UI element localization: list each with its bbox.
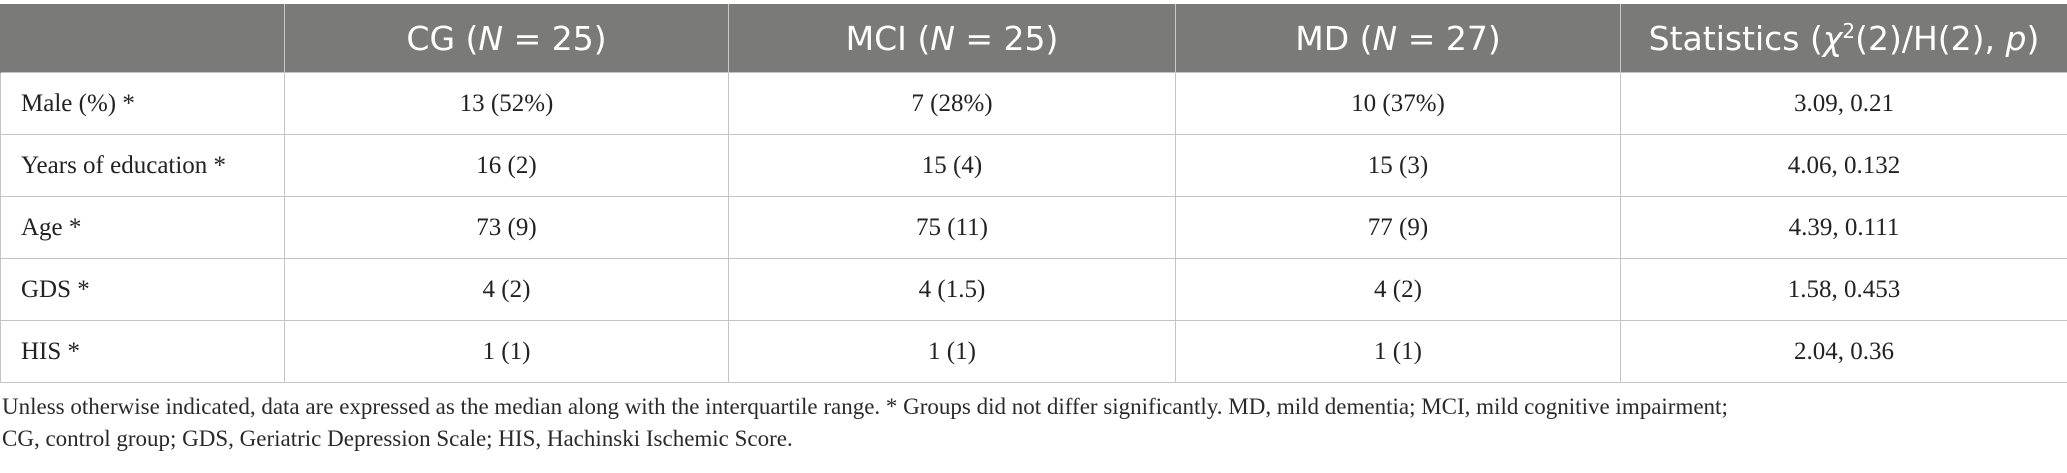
cell-md: 15 (3) <box>1175 134 1621 197</box>
cell-cg: 4 (2) <box>284 258 729 321</box>
row-label: GDS * <box>0 258 285 321</box>
demographics-table: CG (N = 25) MCI (N = 25) MD (N = 27) Sta… <box>0 4 2067 383</box>
table-row: GDS * 4 (2) 4 (1.5) 4 (2) 1.58, 0.453 <box>0 258 2067 321</box>
row-label: Years of education * <box>0 134 285 197</box>
cell-md: 10 (37%) <box>1175 72 1621 135</box>
table-footnote: Unless otherwise indicated, data are exp… <box>2 391 2062 455</box>
header-statistics: Statistics (χ2(2)/H(2), p) <box>1620 4 2067 73</box>
header-row: CG (N = 25) MCI (N = 25) MD (N = 27) Sta… <box>0 4 2067 73</box>
cell-cg: 13 (52%) <box>284 72 729 135</box>
table-body: Male (%) * 13 (52%) 7 (28%) 10 (37%) 3.0… <box>0 72 2067 383</box>
cell-statistics: 4.39, 0.111 <box>1620 196 2067 259</box>
cell-statistics: 1.58, 0.453 <box>1620 258 2067 321</box>
demographics-table-container: CG (N = 25) MCI (N = 25) MD (N = 27) Sta… <box>0 4 2067 383</box>
header-md: MD (N = 27) <box>1175 4 1621 73</box>
header-corner-cell <box>0 4 285 73</box>
header-mci: MCI (N = 25) <box>728 4 1176 73</box>
cell-mci: 15 (4) <box>728 134 1176 197</box>
cell-statistics: 2.04, 0.36 <box>1620 320 2067 383</box>
cell-mci: 7 (28%) <box>728 72 1176 135</box>
table-header: CG (N = 25) MCI (N = 25) MD (N = 27) Sta… <box>0 4 2067 73</box>
table-row: Male (%) * 13 (52%) 7 (28%) 10 (37%) 3.0… <box>0 72 2067 135</box>
cell-md: 77 (9) <box>1175 196 1621 259</box>
row-label: Male (%) * <box>0 72 285 135</box>
table-row: Age * 73 (9) 75 (11) 77 (9) 4.39, 0.111 <box>0 196 2067 259</box>
row-label: HIS * <box>0 320 285 383</box>
footnote-line-1: Unless otherwise indicated, data are exp… <box>2 394 1728 419</box>
cell-cg: 1 (1) <box>284 320 729 383</box>
cell-mci: 75 (11) <box>728 196 1176 259</box>
header-cg: CG (N = 25) <box>284 4 729 73</box>
table-row: Years of education * 16 (2) 15 (4) 15 (3… <box>0 134 2067 197</box>
cell-mci: 1 (1) <box>728 320 1176 383</box>
cell-statistics: 3.09, 0.21 <box>1620 72 2067 135</box>
cell-mci: 4 (1.5) <box>728 258 1176 321</box>
cell-md: 4 (2) <box>1175 258 1621 321</box>
cell-md: 1 (1) <box>1175 320 1621 383</box>
cell-cg: 16 (2) <box>284 134 729 197</box>
cell-cg: 73 (9) <box>284 196 729 259</box>
cell-statistics: 4.06, 0.132 <box>1620 134 2067 197</box>
row-label: Age * <box>0 196 285 259</box>
table-row: HIS * 1 (1) 1 (1) 1 (1) 2.04, 0.36 <box>0 320 2067 383</box>
footnote-line-2: CG, control group; GDS, Geriatric Depres… <box>2 426 793 451</box>
